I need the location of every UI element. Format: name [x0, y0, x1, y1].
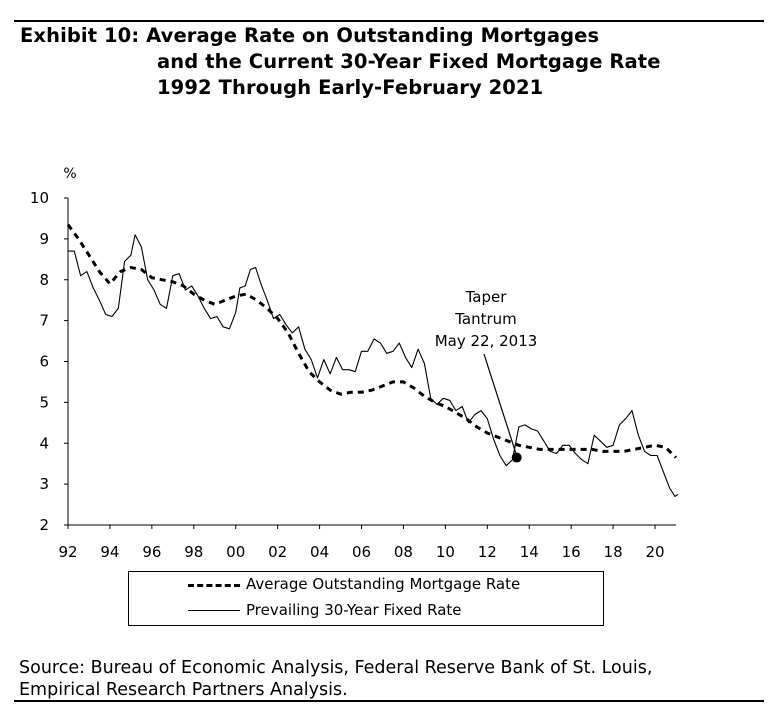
x-tick-label: 92 [58, 543, 77, 561]
x-tick-label: 10 [436, 543, 455, 561]
y-tick-label: 10 [30, 189, 49, 207]
source-line-1: Source: Bureau of Economic Analysis, Fed… [19, 658, 653, 678]
y-tick-labels: 2 3 4 5 6 7 8 9 10 [30, 189, 68, 534]
x-tick-label: 08 [394, 543, 413, 561]
bottom-rule [14, 700, 764, 702]
chart-axes: % [63, 166, 676, 526]
legend-item-average-outstanding: Average Outstanding Mortgage Rate [129, 573, 603, 595]
x-tick-label: 12 [478, 543, 497, 561]
y-tick-label: 4 [39, 434, 49, 452]
chart-title-line-3: 1992 Through Early-February 2021 [157, 76, 544, 99]
x-tick-label: 06 [352, 543, 371, 561]
x-tick-label: 16 [562, 543, 581, 561]
x-tick-label: 20 [645, 543, 664, 561]
taper-tantrum-annotation: Taper Tantrum May 22, 2013 [435, 288, 538, 463]
legend-item-prevailing-30yr: Prevailing 30-Year Fixed Rate [129, 599, 603, 621]
annotation-text-line: Taper [465, 288, 508, 306]
x-tick-labels: 92 94 96 98 00 02 04 06 08 10 12 14 16 18 20 [58, 525, 665, 561]
y-tick-label: 8 [39, 271, 49, 289]
y-tick-label: 6 [39, 353, 49, 371]
legend-dashed-line-swatch [188, 584, 240, 587]
series-lines [66, 223, 679, 497]
y-tick-label: 3 [39, 475, 49, 493]
series-line-average-outstanding [66, 223, 678, 459]
y-axis-label: % [63, 166, 76, 182]
annotation-text-line: May 22, 2013 [435, 332, 538, 350]
x-tick-label: 14 [520, 543, 539, 561]
source-line-2: Empirical Research Partners Analysis. [19, 680, 348, 700]
annotation-marker-dot [511, 452, 522, 463]
legend-label-average-outstanding: Average Outstanding Mortgage Rate [246, 575, 521, 593]
x-tick-label: 18 [604, 543, 623, 561]
series-line-prevailing-30yr [68, 234, 679, 497]
legend-solid-line-swatch [188, 610, 240, 611]
x-tick-label: 96 [142, 543, 161, 561]
x-tick-label: 00 [226, 543, 245, 561]
x-tick-label: 02 [268, 543, 287, 561]
annotation-pointer-line [483, 353, 517, 453]
y-tick-label: 9 [39, 230, 49, 248]
top-rule [14, 20, 764, 22]
x-tick-label: 04 [310, 543, 329, 561]
legend-label-prevailing-30yr: Prevailing 30-Year Fixed Rate [246, 601, 462, 619]
x-tick-label: 98 [184, 543, 203, 561]
chart-title-line-1: Exhibit 10: Average Rate on Outstanding … [20, 24, 600, 47]
y-tick-label: 7 [39, 312, 49, 330]
annotation-text-line: Tantrum [454, 310, 517, 328]
source-note: Source: Bureau of Economic Analysis, Fed… [19, 657, 652, 701]
x-tick-label: 94 [100, 543, 119, 561]
chart-title-line-2: and the Current 30-Year Fixed Mortgage R… [157, 50, 661, 73]
y-tick-label: 2 [39, 516, 49, 534]
chart-legend: Average Outstanding Mortgage Rate Prevai… [128, 571, 604, 626]
y-tick-label: 5 [39, 393, 49, 411]
